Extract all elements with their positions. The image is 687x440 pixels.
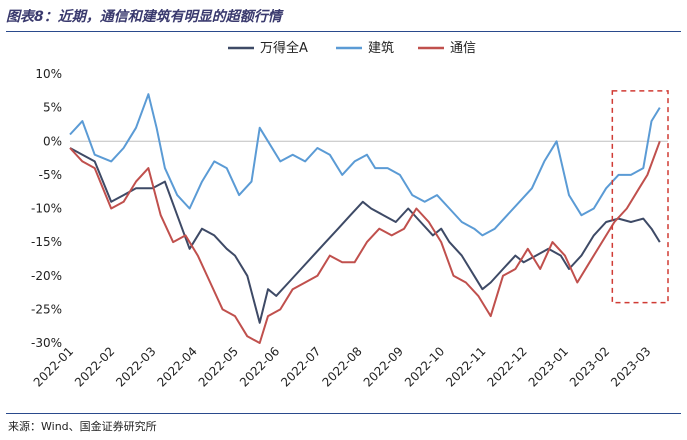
series-line-0 [69, 147, 661, 324]
y-tick-label: 0% [43, 134, 62, 148]
x-tick-label: 2022-05 [196, 344, 241, 389]
series-line-1 [69, 93, 661, 237]
x-tick-label: 2022-07 [278, 344, 323, 389]
x-tick-label: 2022-11 [443, 344, 488, 389]
legend-label-0: 万得全A [260, 40, 308, 56]
series-line-2 [69, 140, 661, 344]
y-tick-label: 10% [35, 67, 62, 81]
y-tick-label: -5% [39, 168, 62, 182]
x-tick-label: 2022-03 [113, 344, 158, 389]
legend-label-1: 建筑 [368, 40, 394, 56]
source-divider [6, 413, 681, 414]
y-tick-label: -15% [31, 235, 62, 249]
x-tick-label: 2022-06 [237, 344, 282, 389]
x-tick-label: 2023-02 [567, 344, 612, 389]
x-tick-label: 2022-10 [402, 344, 447, 389]
x-tick-label: 2022-01 [31, 344, 76, 389]
x-tick-label: 2022-08 [319, 344, 364, 389]
title-divider [6, 31, 681, 32]
y-tick-label: -20% [31, 269, 62, 283]
y-tick-label: -25% [31, 302, 62, 316]
legend-label-2: 通信 [450, 41, 476, 56]
x-tick-label: 2022-04 [154, 344, 199, 389]
x-tick-label: 2023-01 [526, 344, 571, 389]
figure-title: 图表8：近期，通信和建筑有明显的超额行情 [6, 9, 282, 25]
highlight-box [611, 90, 669, 304]
x-tick-label: 2022-02 [72, 344, 117, 389]
x-tick-label: 2023-03 [608, 344, 653, 389]
x-tick-label: 2022-09 [361, 344, 406, 389]
y-tick-label: -10% [31, 202, 62, 216]
x-tick-label: 2022-12 [484, 344, 529, 389]
y-tick-label: -30% [31, 336, 62, 350]
y-tick-label: 5% [43, 101, 62, 115]
source-note: 来源：Wind、国金证券研究所 [8, 420, 157, 433]
